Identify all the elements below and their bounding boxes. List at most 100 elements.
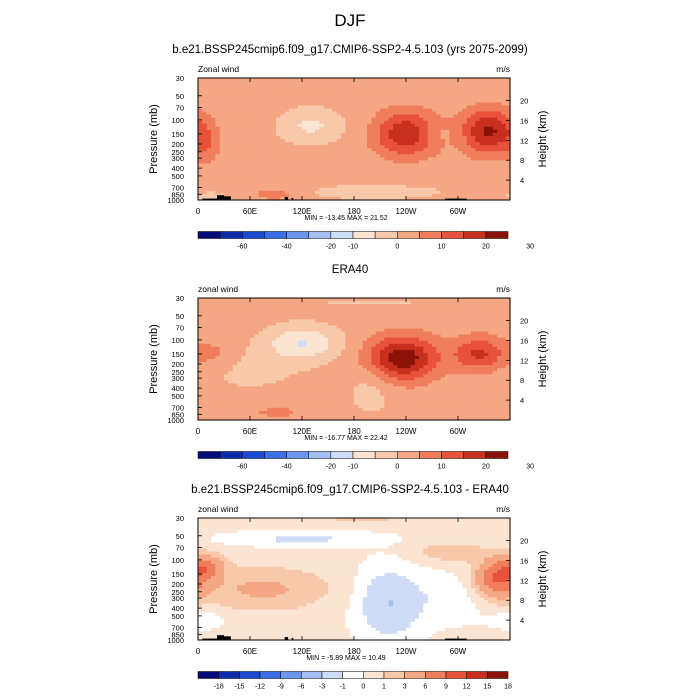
contour-cell (397, 154, 403, 158)
contour-cell (488, 102, 494, 107)
contour-cell (349, 120, 355, 125)
contour-cell (297, 365, 303, 369)
contour-cell (501, 181, 507, 186)
contour-cell (449, 151, 455, 155)
contour-cell (336, 368, 342, 372)
contour-cell (323, 93, 329, 97)
contour-cell (280, 362, 286, 366)
contour-cell (232, 307, 238, 311)
contour-cell (401, 172, 407, 177)
topography-mask (224, 196, 231, 200)
contour-cell (306, 114, 312, 119)
contour-cell (367, 105, 372, 110)
contour-cell (414, 325, 420, 330)
contour-cell (302, 313, 307, 317)
contour-cell (492, 181, 498, 186)
contour-cell (206, 169, 212, 174)
contour-cell (232, 313, 238, 317)
contour-cell (341, 352, 346, 357)
contour-cell (332, 349, 338, 354)
contour-cell (462, 307, 468, 311)
contour-cell (224, 96, 229, 100)
contour-cell (232, 319, 238, 323)
contour-cell (258, 135, 264, 140)
contour-cell (293, 84, 299, 88)
contour-cell (471, 105, 476, 110)
contour-cell (380, 135, 385, 140)
contour-cell (328, 120, 333, 125)
contour-cell (250, 331, 255, 336)
contour-cell (258, 123, 264, 128)
contour-cell (388, 135, 394, 140)
contour-cell (479, 181, 485, 186)
contour-cell (284, 105, 290, 110)
contour-cell (458, 334, 463, 339)
contour-cell (501, 99, 507, 103)
contour-cell (276, 135, 281, 140)
contour-cell (341, 301, 346, 305)
contour-cell (423, 337, 429, 342)
contour-cell (410, 126, 416, 131)
contour-cell (458, 142, 463, 146)
contour-cell (358, 313, 364, 317)
contour-cell (484, 108, 489, 113)
contour-cell (232, 316, 238, 320)
contour-cell (497, 123, 502, 128)
contour-cell (393, 123, 398, 128)
contour-cell (388, 120, 394, 125)
contour-cell (432, 117, 437, 122)
contour-cell (406, 181, 411, 186)
contour-cell (215, 139, 221, 143)
contour-cell (328, 359, 333, 363)
contour-cell (423, 120, 429, 125)
contour-cell (371, 325, 377, 330)
contour-cell (453, 325, 459, 330)
contour-cell (453, 151, 459, 155)
contour-cell (362, 304, 368, 308)
contour-cell (479, 120, 485, 125)
contour-cell (258, 111, 264, 116)
contour-cell (306, 120, 312, 125)
contour-cell (323, 105, 329, 110)
contour-cell (271, 108, 277, 113)
contour-cell (367, 178, 372, 183)
contour-cell (406, 81, 411, 85)
contour-cell (440, 163, 446, 168)
contour-cell (224, 313, 229, 317)
contour-cell (401, 187, 407, 192)
contour-cell (280, 331, 286, 336)
contour-cell (206, 114, 212, 119)
contour-cell (388, 145, 394, 149)
contour-cell (432, 352, 437, 357)
contour-cell (427, 87, 433, 91)
contour-cell (488, 117, 494, 122)
contour-cell (237, 377, 242, 381)
contour-cell (306, 87, 312, 91)
contour-cell (410, 111, 416, 116)
contour-cell (341, 160, 346, 164)
contour-cell (497, 374, 502, 378)
contour-cell (406, 117, 411, 122)
contour-cell (297, 114, 303, 119)
contour-cell (423, 325, 429, 330)
contour-cell (406, 78, 411, 82)
contour-cell (310, 343, 316, 348)
contour-cell (384, 87, 390, 91)
contour-cell (388, 93, 394, 97)
contour-cell (306, 105, 312, 110)
contour-cell (319, 349, 325, 354)
contour-cell (280, 135, 286, 140)
contour-cell (471, 163, 476, 168)
contour-cell (276, 157, 281, 161)
contour-cell (367, 343, 372, 348)
contour-cell (505, 160, 511, 164)
contour-cell (488, 132, 494, 137)
contour-cell (471, 355, 476, 360)
contour-cell (284, 135, 290, 140)
contour-cell (362, 151, 368, 155)
contour-cell (271, 368, 277, 372)
contour-cell (445, 371, 450, 375)
contour-cell (332, 352, 338, 357)
contour-cell (432, 166, 437, 171)
contour-cell (479, 81, 485, 85)
